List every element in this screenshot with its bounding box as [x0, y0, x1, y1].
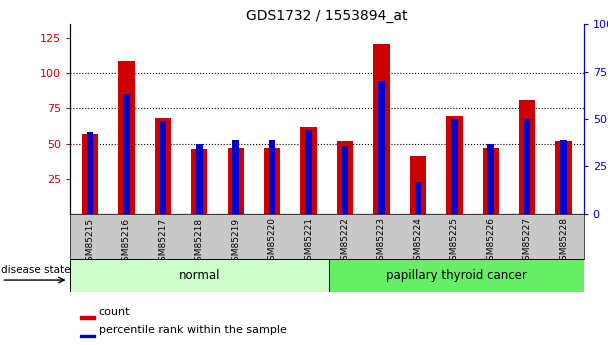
Bar	[337, 141, 353, 214]
Text: GSM85215: GSM85215	[86, 217, 94, 267]
Bar	[269, 140, 275, 214]
Bar	[305, 130, 312, 214]
Text: GSM85218: GSM85218	[195, 217, 204, 267]
Bar	[378, 81, 385, 214]
Text: GSM85225: GSM85225	[450, 217, 459, 266]
Bar	[81, 134, 98, 214]
Bar	[87, 132, 93, 214]
Bar	[196, 144, 202, 214]
Bar	[300, 127, 317, 214]
Bar	[159, 121, 166, 214]
Text: GSM85222: GSM85222	[340, 217, 350, 266]
Bar	[488, 144, 494, 214]
Title: GDS1732 / 1553894_at: GDS1732 / 1553894_at	[246, 9, 407, 23]
Bar	[80, 335, 95, 337]
Text: GSM85220: GSM85220	[268, 217, 277, 266]
Bar	[191, 149, 207, 214]
Text: normal: normal	[179, 269, 220, 282]
Bar	[227, 148, 244, 214]
Bar	[410, 156, 426, 214]
Bar	[123, 94, 130, 214]
Text: GSM85217: GSM85217	[158, 217, 167, 267]
Text: GSM85221: GSM85221	[304, 217, 313, 266]
Text: disease state: disease state	[1, 265, 71, 275]
Bar	[451, 119, 458, 214]
Bar	[556, 141, 572, 214]
Bar	[446, 116, 463, 214]
Bar	[264, 148, 280, 214]
Text: percentile rank within the sample: percentile rank within the sample	[98, 325, 286, 335]
FancyBboxPatch shape	[328, 259, 584, 292]
FancyBboxPatch shape	[70, 259, 328, 292]
Text: count: count	[98, 307, 130, 317]
Text: GSM85223: GSM85223	[377, 217, 386, 266]
Bar	[483, 148, 499, 214]
Bar	[232, 140, 239, 214]
Bar	[561, 140, 567, 214]
Bar	[519, 100, 536, 214]
Bar	[154, 118, 171, 214]
Text: papillary thyroid cancer: papillary thyroid cancer	[385, 269, 527, 282]
Text: GSM85226: GSM85226	[486, 217, 496, 266]
Bar	[118, 61, 134, 214]
Text: GSM85219: GSM85219	[231, 217, 240, 267]
Text: GSM85228: GSM85228	[559, 217, 568, 266]
Bar	[373, 44, 390, 214]
Bar	[415, 181, 421, 214]
Bar	[342, 146, 348, 214]
Bar	[80, 316, 95, 319]
Text: GSM85224: GSM85224	[413, 217, 423, 266]
Text: GSM85227: GSM85227	[523, 217, 532, 266]
Bar	[524, 119, 531, 214]
Text: GSM85216: GSM85216	[122, 217, 131, 267]
